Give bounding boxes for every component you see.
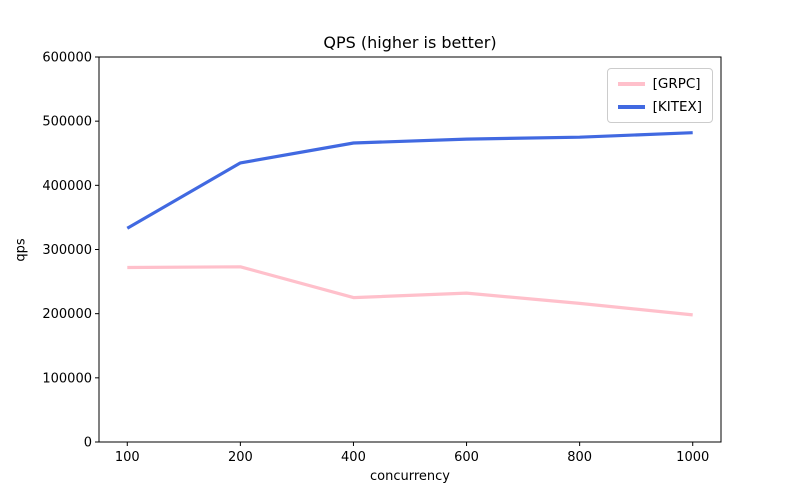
y-tick-label: 400000 bbox=[42, 179, 92, 194]
chart-legend: [GRPC] [KITEX] bbox=[606, 68, 713, 123]
series-line-grpc bbox=[127, 265, 693, 317]
y-tick-label: 200000 bbox=[42, 307, 92, 322]
legend-line-swatch bbox=[617, 82, 645, 86]
legend-label: [GRPC] bbox=[652, 76, 701, 92]
legend-item-kitex: [KITEX] bbox=[617, 99, 702, 115]
y-tick-label: 600000 bbox=[42, 51, 92, 66]
axis-ticks: 0 100000 200000 300000 400000 500000 600000 100… bbox=[42, 51, 709, 466]
x-tick-label: 100 bbox=[115, 450, 140, 465]
legend-line-swatch bbox=[617, 105, 645, 109]
x-tick-label: 1000 bbox=[676, 450, 709, 465]
chart-title: QPS (higher is better) bbox=[323, 33, 497, 52]
y-tick-label: 500000 bbox=[42, 115, 92, 130]
y-tick-label: 100000 bbox=[42, 371, 92, 386]
legend-label: [KITEX] bbox=[652, 99, 702, 115]
x-axis-label: concurrency bbox=[370, 469, 450, 484]
legend-item-grpc: [GRPC] bbox=[617, 76, 702, 92]
y-axis-label: qps bbox=[13, 238, 29, 262]
y-tick-label: 300000 bbox=[42, 243, 92, 258]
series-line-kitex bbox=[126, 131, 693, 230]
y-tick-label: 0 bbox=[84, 436, 92, 451]
x-tick-label: 600 bbox=[454, 450, 479, 465]
x-tick-label: 800 bbox=[567, 450, 592, 465]
x-tick-label: 200 bbox=[228, 450, 253, 465]
x-tick-label: 400 bbox=[341, 450, 366, 465]
chart-series bbox=[126, 131, 693, 317]
